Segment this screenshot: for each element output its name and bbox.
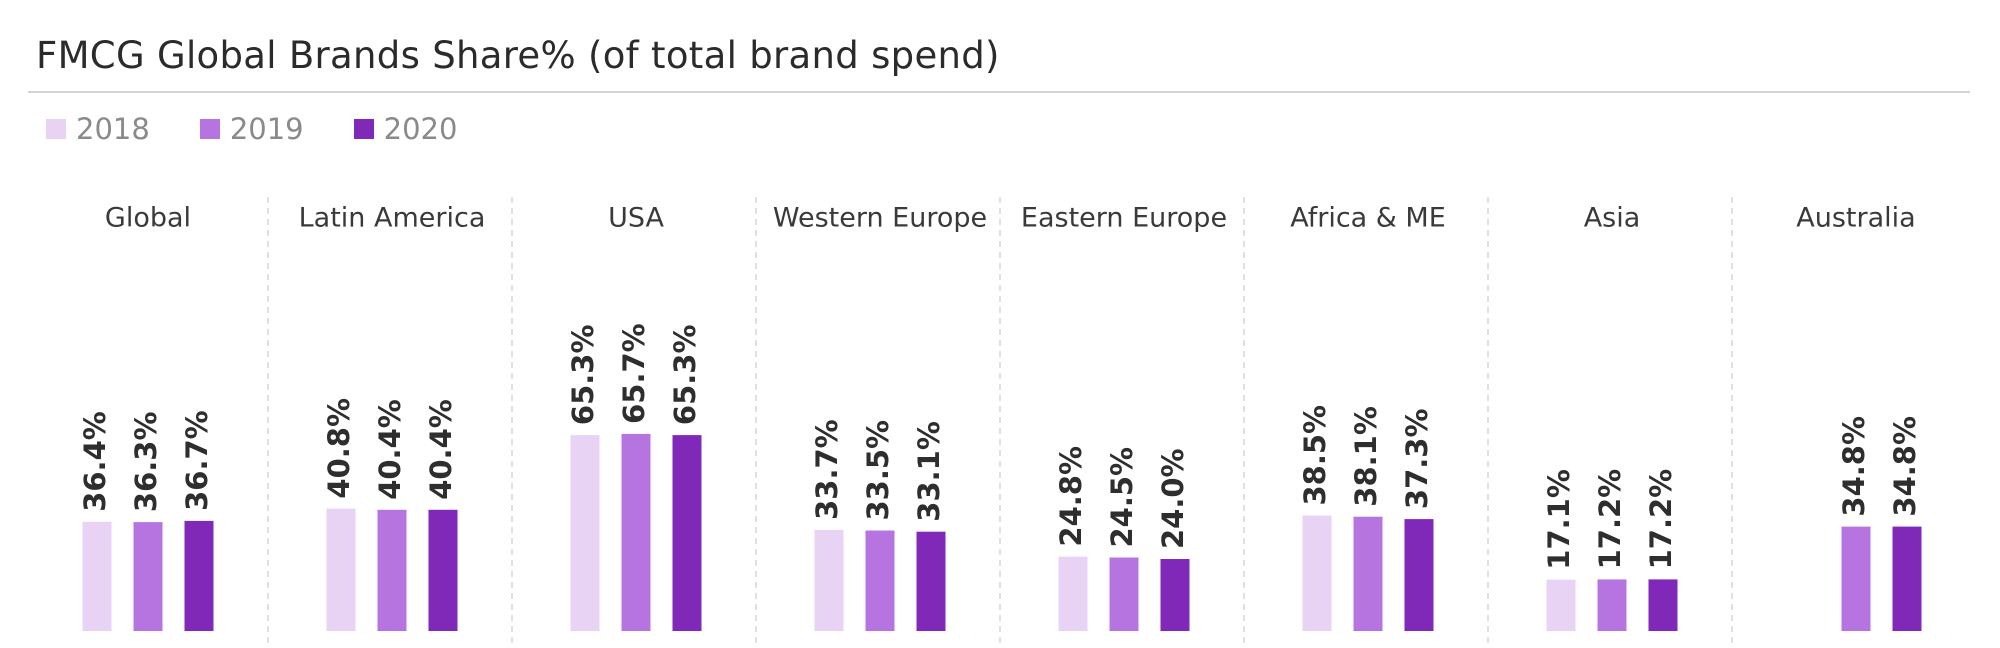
bar-eastern-europe-2019 (1109, 557, 1139, 631)
data-label-latin-america-2019: 40.4% (373, 399, 407, 500)
bar-western-europe-2018 (814, 529, 844, 631)
data-label-eastern-europe-2019: 24.5% (1105, 447, 1139, 548)
bar-eastern-europe-2018 (1058, 556, 1088, 631)
category-label-asia: Asia (1584, 203, 1641, 234)
bar-latin-america-2018 (326, 508, 356, 631)
data-label-western-europe-2019: 33.5% (861, 420, 895, 521)
bar-africa-me-2019 (1353, 516, 1383, 631)
data-label-western-europe-2020: 33.1% (912, 421, 946, 522)
bar-usa-2018 (570, 435, 600, 631)
legend-item-2020: 2020 (353, 112, 458, 146)
bar-africa-me-2018 (1302, 515, 1332, 631)
data-label-usa-2018: 65.3% (566, 324, 600, 425)
legend-swatch-2019 (199, 119, 220, 139)
legend-item-2018: 2018 (46, 112, 150, 146)
chart-title: FMCG Global Brands Share% (of total bran… (36, 34, 1000, 77)
data-label-asia-2018: 17.1% (1542, 469, 1576, 570)
legend-swatch-2018 (46, 119, 66, 139)
category-label-africa-me: Africa & ME (1290, 203, 1446, 234)
category-label-western-europe: Western Europe (773, 203, 987, 234)
legend-label-2020: 2020 (383, 112, 458, 146)
legend-swatch-2020 (353, 119, 374, 139)
bar-eastern-europe-2020 (1160, 559, 1190, 631)
bar-western-europe-2019 (865, 530, 895, 631)
data-label-latin-america-2018: 40.8% (322, 398, 356, 499)
data-label-asia-2020: 17.2% (1644, 469, 1678, 570)
data-label-australia-2019: 34.8% (1837, 416, 1871, 517)
bar-australia-2020 (1892, 526, 1922, 631)
data-label-eastern-europe-2018: 24.8% (1054, 446, 1088, 547)
category-label-usa: USA (608, 203, 664, 234)
category-label-latin-america: Latin America (299, 203, 486, 234)
legend-label-2018: 2018 (76, 112, 150, 146)
bar-usa-2020 (672, 435, 702, 631)
data-label-latin-america-2020: 40.4% (424, 399, 458, 500)
legend: 2018 2019 2020 (46, 112, 457, 146)
category-label-australia: Australia (1796, 203, 1915, 234)
bar-latin-america-2019 (377, 509, 407, 631)
bar-latin-america-2020 (428, 509, 458, 631)
data-label-global-2020: 36.7% (180, 410, 214, 511)
bar-asia-2020 (1648, 579, 1678, 631)
data-label-usa-2020: 65.3% (668, 324, 702, 425)
legend-label-2019: 2019 (229, 112, 304, 146)
data-label-global-2018: 36.4% (78, 411, 112, 512)
bar-africa-me-2020 (1404, 519, 1434, 631)
bar-global-2019 (133, 522, 163, 631)
data-label-australia-2020: 34.8% (1888, 416, 1922, 517)
category-label-global: Global (105, 203, 191, 234)
bar-asia-2018 (1546, 579, 1576, 631)
data-label-global-2019: 36.3% (129, 411, 163, 512)
data-label-asia-2019: 17.2% (1593, 469, 1627, 570)
bar-usa-2019 (621, 433, 651, 631)
data-label-africa-me-2018: 38.5% (1298, 405, 1332, 506)
data-label-western-europe-2018: 33.7% (810, 419, 844, 520)
bar-global-2020 (184, 520, 214, 631)
data-label-africa-me-2020: 37.3% (1400, 408, 1434, 509)
legend-item-2019: 2019 (199, 112, 304, 146)
data-label-usa-2019: 65.7% (617, 323, 651, 424)
bar-asia-2019 (1597, 579, 1627, 631)
bar-western-europe-2020 (916, 531, 946, 631)
category-label-eastern-europe: Eastern Europe (1021, 203, 1227, 234)
data-label-africa-me-2019: 38.1% (1349, 406, 1383, 507)
bar-australia-2019 (1841, 526, 1871, 631)
data-label-eastern-europe-2020: 24.0% (1156, 448, 1190, 549)
title-divider (28, 91, 1970, 93)
bar-global-2018 (82, 521, 112, 631)
